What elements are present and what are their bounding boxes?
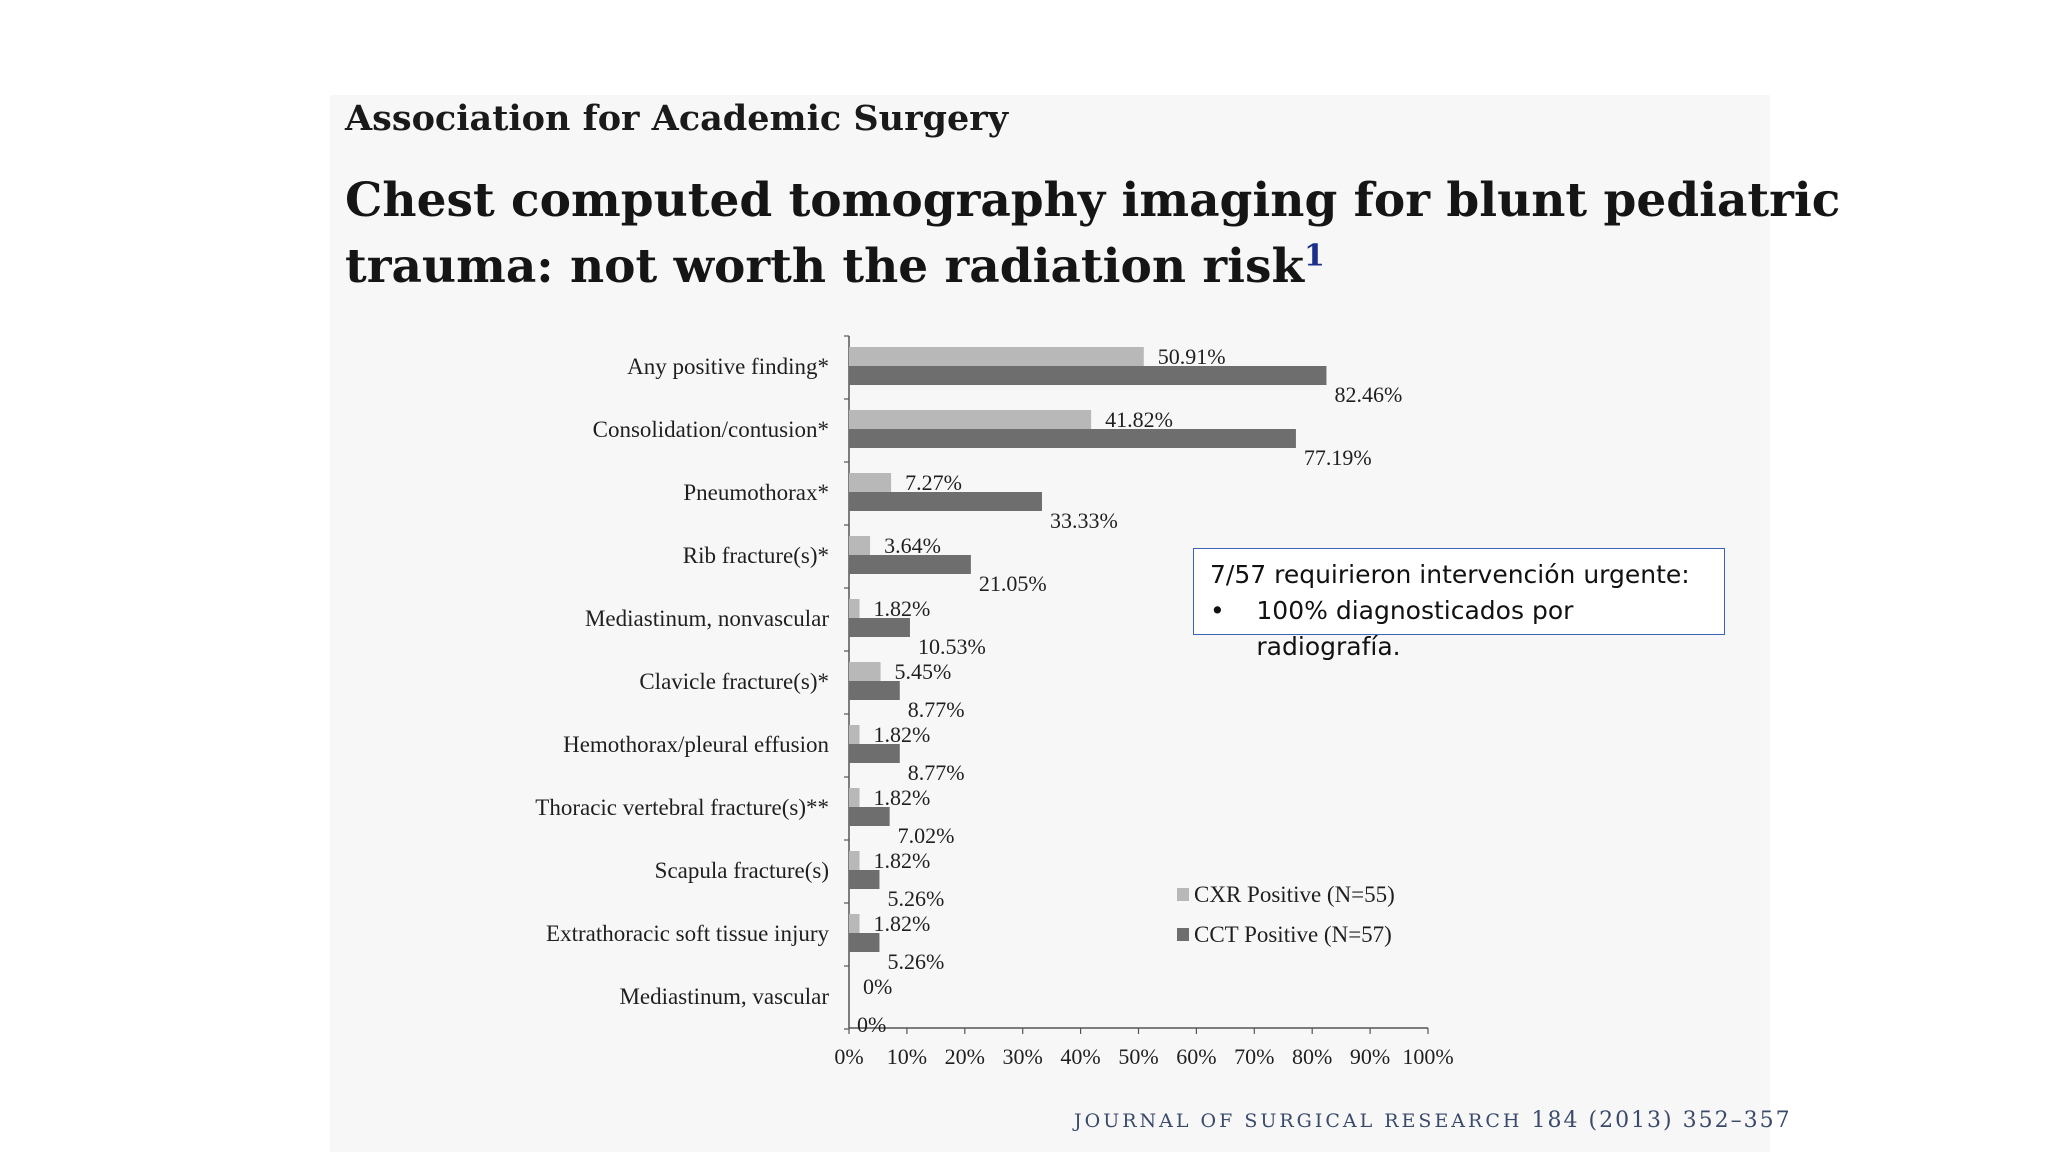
cct-bar: [849, 807, 890, 826]
cxr-value-label: 1.82%: [874, 596, 931, 621]
callout-box: 7/57 requirieron intervención urgente: •…: [1193, 548, 1725, 661]
cct-bar: [849, 366, 1327, 385]
cct-value-label: 5.26%: [887, 886, 944, 911]
x-tick-label: 0%: [834, 1044, 863, 1069]
cct-bar: [849, 681, 900, 700]
cxr-bar: [849, 662, 881, 681]
title-line-2: trauma: not worth the radiation risk1: [345, 234, 1765, 300]
cxr-bar: [849, 599, 860, 618]
legend-label-cct: CCT Positive (N=57): [1194, 922, 1392, 947]
journal-citation: JOURNAL OF SURGICAL RESEARCH 184 (2013) …: [1074, 1108, 1792, 1133]
x-tick-label: 70%: [1234, 1044, 1274, 1069]
cct-value-label: 77.19%: [1304, 445, 1372, 470]
legend-swatch-cct: [1177, 928, 1189, 941]
x-tick-label: 40%: [1060, 1044, 1100, 1069]
category-label: Mediastinum, nonvascular: [585, 606, 829, 631]
cxr-value-label: 1.82%: [874, 848, 931, 873]
x-tick-label: 10%: [887, 1044, 927, 1069]
cct-value-label: 8.77%: [908, 697, 965, 722]
article-title: Chest computed tomography imaging for bl…: [345, 168, 1841, 300]
category-label: Scapula fracture(s): [655, 858, 829, 883]
cct-value-label: 7.02%: [898, 823, 955, 848]
legend-swatch-cxr: [1177, 888, 1189, 901]
cxr-bar: [849, 851, 860, 870]
title-line-2-text: trauma: not worth the radiation risk: [345, 239, 1305, 294]
cct-value-label: 8.77%: [908, 760, 965, 785]
cct-value-label: 33.33%: [1050, 508, 1118, 533]
x-tick-label: 80%: [1292, 1044, 1332, 1069]
cxr-value-label: 0%: [863, 974, 892, 999]
category-label: Consolidation/contusion*: [593, 417, 829, 442]
cxr-value-label: 7.27%: [905, 470, 962, 495]
cct-bar: [849, 744, 900, 763]
title-line-1: Chest computed tomography imaging for bl…: [345, 173, 1841, 228]
cxr-bar: [849, 788, 860, 807]
x-tick-label: 100%: [1402, 1044, 1453, 1069]
bullet-icon: •: [1210, 596, 1225, 625]
x-tick-label: 90%: [1350, 1044, 1390, 1069]
cxr-bar: [849, 473, 892, 492]
footnote-marker: 1: [1304, 238, 1325, 274]
callout-line-1: 7/57 requirieron intervención urgente:: [1210, 560, 1690, 589]
cct-value-label: 0%: [857, 1012, 886, 1037]
cct-bar: [849, 429, 1296, 448]
category-label: Clavicle fracture(s)*: [639, 669, 829, 694]
cct-bar: [849, 618, 910, 637]
callout-bullet-row: • 100% diagnosticados por radiografía.: [1210, 593, 1710, 665]
category-label: Hemothorax/pleural effusion: [563, 732, 829, 757]
category-label: Thoracic vertebral fracture(s)**: [535, 795, 829, 820]
cxr-value-label: 41.82%: [1105, 407, 1173, 432]
cct-bar: [849, 933, 880, 952]
cct-value-label: 21.05%: [979, 571, 1047, 596]
x-tick-label: 20%: [945, 1044, 985, 1069]
cxr-value-label: 1.82%: [874, 785, 931, 810]
category-label: Pneumothorax*: [683, 480, 829, 505]
cct-value-label: 10.53%: [918, 634, 986, 659]
cxr-value-label: 50.91%: [1158, 344, 1226, 369]
cct-value-label: 5.26%: [887, 949, 944, 974]
cxr-bar: [849, 914, 860, 933]
journal-reference: 184 (2013) 352–357: [1531, 1108, 1792, 1133]
callout-line-2: 100% diagnosticados por radiografía.: [1256, 596, 1574, 661]
cxr-value-label: 1.82%: [874, 722, 931, 747]
x-tick-label: 30%: [1003, 1044, 1043, 1069]
x-tick-label: 60%: [1176, 1044, 1216, 1069]
association-heading: Association for Academic Surgery: [345, 98, 1009, 139]
cxr-value-label: 5.45%: [895, 659, 952, 684]
category-label: Any positive finding*: [627, 354, 829, 379]
cct-bar: [849, 492, 1042, 511]
cct-bar: [849, 870, 880, 889]
legend-label-cxr: CXR Positive (N=55): [1194, 882, 1395, 907]
x-tick-label: 50%: [1118, 1044, 1158, 1069]
cxr-bar: [849, 410, 1092, 429]
category-label: Extrathoracic soft tissue injury: [546, 921, 829, 946]
journal-name: JOURNAL OF SURGICAL RESEARCH: [1074, 1110, 1523, 1132]
cxr-bar: [849, 536, 871, 555]
cct-bar: [849, 555, 971, 574]
cct-value-label: 82.46%: [1334, 382, 1402, 407]
cxr-value-label: 3.64%: [884, 533, 941, 558]
cxr-bar: [849, 725, 860, 744]
category-label: Rib fracture(s)*: [683, 543, 829, 568]
category-label: Mediastinum, vascular: [619, 984, 829, 1009]
cxr-value-label: 1.82%: [874, 911, 931, 936]
cxr-bar: [849, 347, 1144, 366]
